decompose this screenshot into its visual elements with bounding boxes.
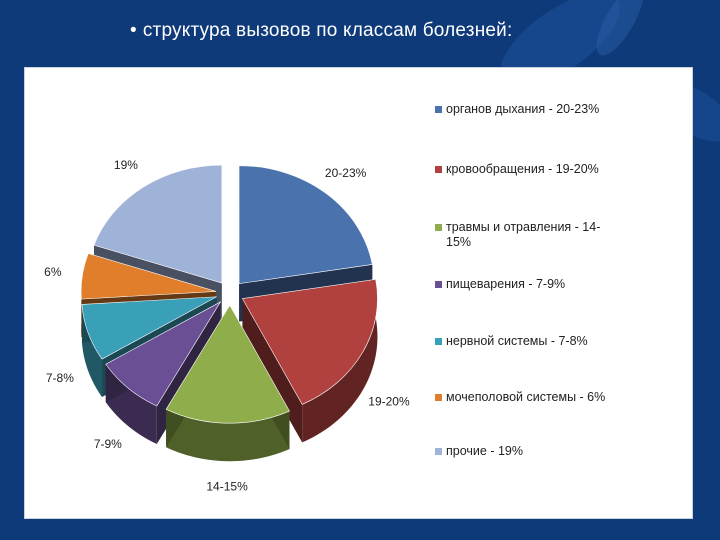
slide-title: • структура вызовов по классам болезней: <box>130 20 512 42</box>
legend-label: кровообращения - 19-20% <box>446 162 599 176</box>
pie-data-label: 7-9% <box>94 437 122 451</box>
pie-slice-3 <box>165 304 290 462</box>
pie-slice-top <box>241 279 378 405</box>
chart-panel: 20-23% 19-20% 14-15% 7-9% 7-8% 6% 19% органов … <box>25 68 692 518</box>
pie-data-label: 7-8% <box>46 371 74 385</box>
legend-swatch <box>435 166 442 173</box>
pie-data-label: 19% <box>114 158 138 172</box>
legend-label: нервной системы - 7-8% <box>446 334 588 348</box>
pie-slice-top <box>80 253 217 300</box>
pie-data-label: 19-20% <box>368 395 410 409</box>
legend-swatch <box>435 338 442 345</box>
pie-slice-top <box>238 165 373 285</box>
pie-slice-side <box>166 409 290 462</box>
legend-swatch <box>435 106 442 113</box>
pie-slice-edge <box>242 298 303 443</box>
legend-item: травмы и отравления - 14-15% <box>435 220 606 250</box>
legend-swatch <box>435 394 442 401</box>
title-text: структура вызовов по классам болезней: <box>142 20 513 41</box>
pie-slice-top <box>165 304 290 424</box>
legend-label: травмы и отравления - 14-15% <box>446 220 601 249</box>
title-bullet: • <box>130 20 137 41</box>
legend-item: нервной системы - 7-8% <box>435 334 606 349</box>
legend-item: органов дыхания - 20-23% <box>435 102 606 117</box>
legend-item: пищеварения - 7-9% <box>435 277 606 292</box>
legend-item: прочие - 19% <box>435 444 606 459</box>
legend-swatch <box>435 448 442 455</box>
legend-label: пищеварения - 7-9% <box>446 277 566 291</box>
pie-data-label: 14-15% <box>206 479 248 493</box>
legend-item: мочеполовой системы - 6% <box>435 390 606 405</box>
pie-data-label: 6% <box>44 265 62 279</box>
legend-label: органов дыхания - 20-23% <box>446 102 600 116</box>
pie-slice-top <box>93 164 223 284</box>
pie-slice-side <box>81 304 103 398</box>
pie-slice-side <box>302 279 378 443</box>
legend-swatch <box>435 224 442 231</box>
pie-slice-top <box>81 296 217 360</box>
pie-data-label: 20-23% <box>325 166 367 180</box>
pie-chart: 20-23% 19-20% 14-15% 7-9% 7-8% 6% 19% <box>44 158 410 493</box>
pie-slice-2 <box>241 279 378 443</box>
legend-label: мочеполовой системы - 6% <box>446 390 606 404</box>
legend-label: прочие - 19% <box>446 444 523 458</box>
pie-slice-top <box>105 301 222 407</box>
legend-swatch <box>435 281 442 288</box>
legend-item: кровообращения - 19-20% <box>435 162 606 177</box>
